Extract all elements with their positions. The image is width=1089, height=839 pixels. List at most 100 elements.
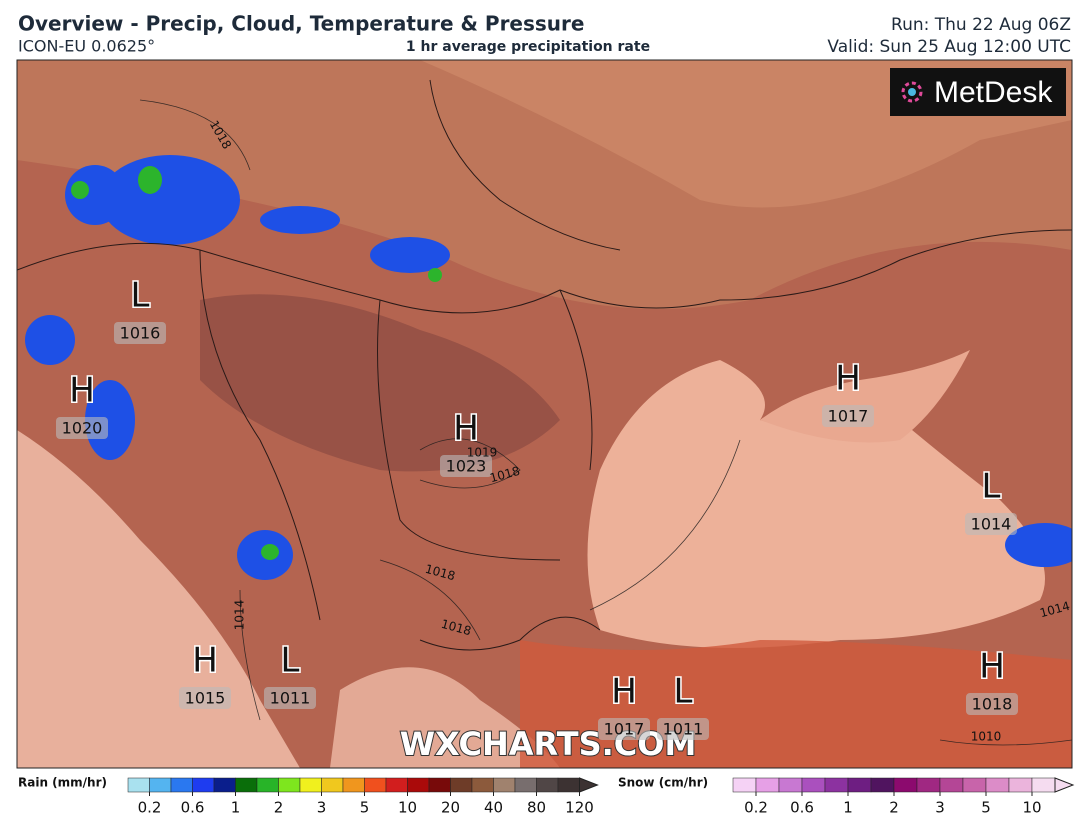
aegean-sea (330, 667, 560, 768)
rain-core (138, 166, 162, 194)
legend-swatch (450, 777, 473, 793)
pressure-letter: H (979, 647, 1005, 687)
rain-area (1005, 523, 1072, 567)
pressure-value-box (440, 455, 492, 477)
legend-swatch (127, 777, 150, 793)
legend-swatch (1031, 777, 1056, 793)
pressure-letter: L (982, 467, 1001, 507)
run-time: Run: Thu 22 Aug 06Z (891, 15, 1071, 35)
map-frame (16, 59, 1073, 769)
watermark: WXCHARTS.COM (400, 725, 697, 763)
isobar-label: 1010 (971, 730, 1002, 744)
rain-area (260, 206, 340, 234)
legend-swatch (536, 777, 559, 793)
isobar (379, 559, 481, 641)
pressure-letter: H (192, 641, 218, 681)
legend-swatch (213, 777, 236, 793)
legend-swatch (778, 777, 803, 793)
legend-swatch (192, 777, 215, 793)
legend-swatch (321, 777, 344, 793)
legend-swatch (299, 777, 322, 793)
pressure-letter: H (69, 371, 95, 411)
pressure-value: 1017 (604, 720, 645, 739)
logo: MetDesk (934, 76, 1053, 109)
legend-swatch (1008, 777, 1033, 793)
rain-area (100, 155, 240, 245)
pressure-value-box (657, 718, 709, 740)
legend-arrow (579, 777, 599, 793)
legend-swatch (256, 777, 279, 793)
rain-core (261, 544, 279, 560)
rain-core (71, 181, 89, 199)
legend-swatch (755, 777, 780, 793)
isobar (939, 739, 1072, 746)
pressure-value: 1014 (971, 515, 1012, 534)
legend-tick-label: 2 (889, 799, 899, 817)
isobar-label: 1019 (467, 446, 498, 460)
isobar (239, 589, 261, 721)
legend-swatch (428, 777, 451, 793)
adriatic-sea (17, 430, 300, 768)
rain-area (65, 165, 125, 225)
border (377, 299, 561, 561)
legend-tick-label: 0.2 (138, 799, 162, 817)
legend-swatch (824, 777, 849, 793)
map: MetDesk (17, 60, 1072, 768)
legend-swatch (149, 777, 172, 793)
pressure-letter: L (281, 641, 300, 681)
pressure-value-box (114, 322, 166, 344)
legend-swatch (801, 777, 826, 793)
pressure-value-box (264, 687, 316, 709)
legend-tick-label: 1 (843, 799, 853, 817)
border (559, 289, 593, 471)
legend-swatch (278, 777, 301, 793)
legend-swatch (916, 777, 941, 793)
legend-swatch (985, 777, 1010, 793)
legend-tick-label: 80 (527, 799, 546, 817)
legend-tick-label: 5 (981, 799, 991, 817)
legend-swatch (870, 777, 895, 793)
legend-swatch (235, 777, 258, 793)
plain (200, 294, 560, 472)
border (199, 249, 321, 621)
rain-area (370, 237, 450, 273)
legend-tick-label: 0.2 (744, 799, 768, 817)
legend-swatch (493, 777, 516, 793)
pressure-value: 1023 (446, 457, 487, 476)
legend-swatch (385, 777, 408, 793)
pressure-letter: H (835, 359, 861, 399)
rain-legend-title: Rain (mm/hr) (18, 776, 107, 790)
legend-swatch (514, 777, 537, 793)
pressure-value: 1018 (972, 695, 1013, 714)
rain-area (25, 315, 75, 365)
legend-swatch (939, 777, 964, 793)
model: ICON-EU 0.0625° (18, 37, 155, 56)
heavy-rain (71, 166, 442, 560)
pressure-value-box (56, 417, 108, 439)
legend-tick-label: 1 (231, 799, 241, 817)
legend-tick-label: 20 (441, 799, 460, 817)
pressure-letter: H (611, 672, 637, 712)
isobar (139, 99, 251, 171)
legend-tick-label: 0.6 (181, 799, 205, 817)
pressure-value: 1020 (62, 419, 103, 438)
black-sea (587, 360, 1045, 648)
rain-area (85, 380, 135, 460)
borders (17, 79, 1072, 651)
legend-swatch (342, 777, 365, 793)
coast (419, 616, 601, 651)
border (429, 79, 621, 251)
pressure-letter: H (453, 409, 479, 449)
pressure-value: 1017 (828, 407, 869, 426)
subtitle: 1 hr average precipitation rate (406, 39, 650, 55)
logo-mark (908, 88, 916, 96)
legend-tick-label: 120 (565, 799, 594, 817)
logo-icon (901, 81, 923, 103)
title: Overview - Precip, Cloud, Temperature & … (18, 12, 584, 36)
legend-tick-label: 3 (317, 799, 327, 817)
pressure-value: 1011 (663, 720, 704, 739)
legend-swatch (732, 777, 757, 793)
legend-swatch (471, 777, 494, 793)
pressure-letter: L (674, 672, 693, 712)
